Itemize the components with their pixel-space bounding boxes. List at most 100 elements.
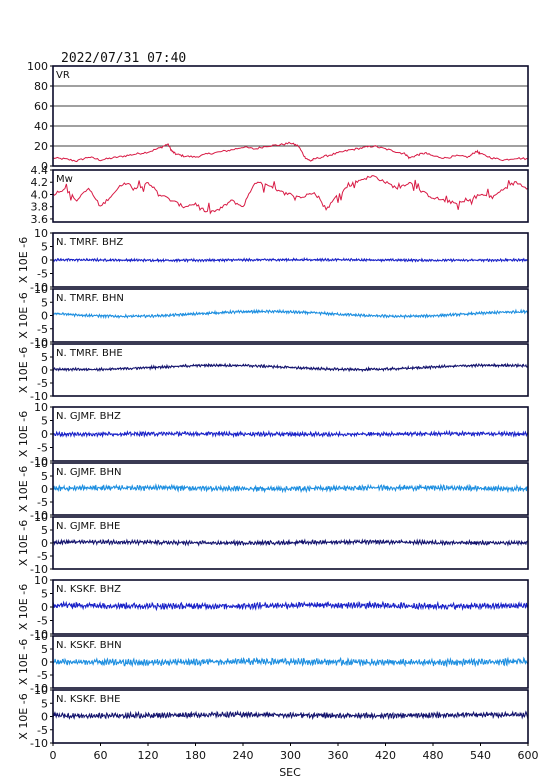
x-axis-label: SEC: [279, 766, 301, 779]
y-tick-label: 10: [34, 338, 48, 351]
y-tick-label: -5: [37, 377, 48, 390]
y-tick-label: 5: [41, 588, 48, 601]
y-tick-label: 0: [41, 364, 48, 377]
y-tick-label: 3.8: [31, 201, 49, 214]
y-tick-label: -5: [37, 615, 48, 628]
y-tick-label: 10: [34, 401, 48, 414]
y-tick-label: 10: [34, 574, 48, 587]
series-line: [52, 256, 529, 264]
x-tick-label: 300: [280, 749, 301, 762]
y-tick-label: 10: [34, 227, 48, 240]
panel-1: 3.63.84.04.24.4 Mw: [31, 164, 529, 226]
y-tick-label: 0: [41, 254, 48, 267]
y-tick-label: 5: [41, 470, 48, 483]
panel-frame: [52, 169, 529, 223]
y-tick-label: 0: [41, 537, 48, 550]
x-tick-label: 240: [233, 749, 254, 762]
panel-label: N. GJMF. BHZ: [56, 411, 121, 422]
series-line: [52, 175, 529, 215]
y-tick-label: -10: [30, 390, 48, 403]
panel-frame: [52, 516, 529, 570]
y-tick-label: 0: [41, 428, 48, 441]
y-tick-label: 5: [41, 241, 48, 254]
y-axis-label: X 10E -6: [17, 520, 30, 566]
y-tick-label: 5: [41, 524, 48, 537]
y-tick-label: -10: [30, 336, 48, 349]
series-line: [52, 709, 529, 721]
series-line: [52, 429, 529, 439]
y-tick-label: 80: [34, 80, 48, 93]
x-tick-label: 180: [185, 749, 206, 762]
y-tick-label: 0: [41, 160, 48, 173]
panel-frame: [52, 232, 529, 288]
y-tick-label: 10: [34, 283, 48, 296]
panel-label: N. KSKF. BHE: [56, 694, 121, 705]
y-tick-label: 10: [34, 630, 48, 643]
y-tick-label: 40: [34, 120, 48, 133]
series-line: [52, 483, 529, 494]
series-line: [52, 308, 529, 320]
panel-frame: [52, 462, 529, 516]
panel-label: N. GJMF. BHN: [56, 467, 122, 478]
x-tick-label: 420: [375, 749, 396, 762]
y-tick-label: 4.0: [31, 188, 49, 201]
x-tick-label: 60: [94, 749, 108, 762]
panel-frame: [52, 343, 529, 397]
y-tick-label: 60: [34, 100, 48, 113]
y-axis-label: X 10E -6: [17, 584, 30, 630]
y-tick-label: 5: [41, 351, 48, 364]
y-tick-label: -5: [37, 268, 48, 281]
y-axis-label: X 10E -6: [17, 693, 30, 739]
y-axis-label: X 10E -6: [17, 237, 30, 283]
y-tick-label: -5: [37, 323, 48, 336]
panel-label: N. TMRF. BHZ: [56, 237, 123, 248]
figure-title: 2022/07/31 07:40: [61, 51, 186, 66]
panels-group: 020406080100VR3.63.84.04.24.4Mw-10-50510…: [17, 60, 529, 750]
y-tick-label: 4.2: [31, 176, 49, 189]
y-tick-label: 0: [41, 711, 48, 724]
y-tick-label: -5: [37, 669, 48, 682]
y-tick-label: 3.6: [31, 213, 49, 226]
y-tick-label: -10: [30, 455, 48, 468]
y-tick-label: 0: [41, 656, 48, 669]
x-tick-label: 120: [138, 749, 159, 762]
series-line: [52, 600, 529, 612]
y-tick-label: -5: [37, 724, 48, 737]
panel-frame: [52, 288, 529, 343]
y-tick-label: 5: [41, 697, 48, 710]
series-line: [52, 656, 529, 668]
series-line: [52, 362, 529, 373]
panel-label: Mw: [56, 174, 73, 185]
y-axis-label: X 10E -6: [17, 292, 30, 338]
y-tick-label: -10: [30, 737, 48, 750]
y-tick-label: 5: [41, 643, 48, 656]
y-axis-label: X 10E -6: [17, 466, 30, 512]
y-tick-label: -5: [37, 496, 48, 509]
y-tick-label: 0: [41, 601, 48, 614]
y-tick-label: 10: [34, 457, 48, 470]
panel-frame: [52, 579, 529, 635]
panel-label: N. GJMF. BHE: [56, 521, 120, 532]
panel-frame: [52, 406, 529, 462]
y-tick-label: -10: [30, 281, 48, 294]
x-tick-label: 600: [518, 749, 539, 762]
series-line: [52, 141, 529, 163]
y-tick-label: 10: [34, 511, 48, 524]
y-tick-label: -5: [37, 442, 48, 455]
panel-label: N. TMRF. BHN: [56, 293, 124, 304]
panel-label: VR: [56, 70, 70, 81]
panel-0: 0 20 40 60 80 100 VR: [27, 60, 529, 173]
y-tick-label: 100: [27, 60, 48, 73]
x-tick-label: 0: [50, 749, 57, 762]
y-tick-label: 0: [41, 310, 48, 323]
y-tick-label: -5: [37, 550, 48, 563]
x-tick-label: 540: [470, 749, 491, 762]
